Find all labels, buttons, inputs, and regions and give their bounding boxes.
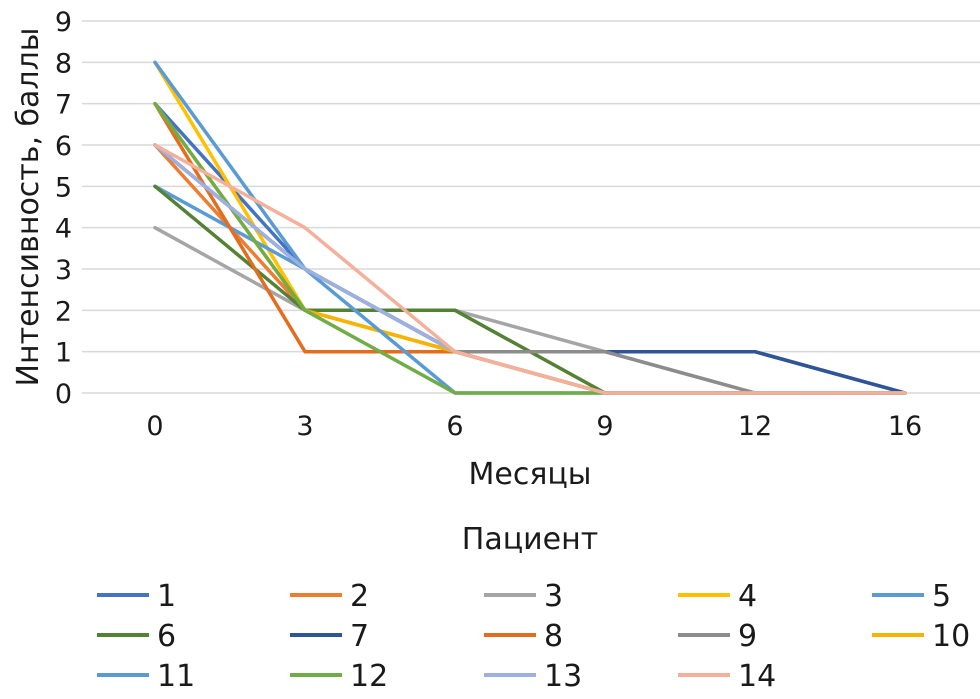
- legend-label: 11: [157, 659, 195, 694]
- y-tick-label: 3: [55, 255, 72, 286]
- legend-item-3: 3: [484, 579, 563, 614]
- legend-label: 4: [738, 579, 757, 614]
- y-tick-label: 0: [55, 379, 72, 410]
- x-tick-label: 16: [888, 411, 922, 442]
- legend-item-6: 6: [97, 619, 176, 654]
- legend-label: 2: [350, 579, 369, 614]
- legend-label: 6: [157, 619, 176, 654]
- legend-label: 14: [738, 659, 776, 694]
- x-tick-label: 9: [596, 411, 613, 442]
- legend-item-9: 9: [678, 619, 757, 654]
- legend-item-14: 14: [678, 659, 776, 694]
- legend-item-2: 2: [290, 579, 369, 614]
- legend-item-5: 5: [872, 579, 951, 614]
- legend-label: 8: [544, 619, 563, 654]
- y-tick-label: 8: [55, 48, 72, 79]
- x-axis-title: Месяцы: [469, 457, 592, 492]
- x-tick-label: 3: [296, 411, 313, 442]
- y-axis-title: Интенсивность, баллы: [11, 28, 46, 387]
- legend-label: 10: [932, 619, 970, 654]
- legend-label: 1: [157, 579, 176, 614]
- x-axis-ticks: 0 3 6 9 12 16: [146, 411, 922, 442]
- legend-title: Пациент: [462, 522, 598, 557]
- legend-label: 13: [544, 659, 582, 694]
- y-tick-label: 6: [55, 131, 72, 162]
- y-tick-label: 7: [55, 90, 72, 121]
- y-tick-label: 5: [55, 172, 72, 203]
- legend-label: 5: [932, 579, 951, 614]
- y-axis-ticks: 0 1 2 3 4 5 6 7 8 9: [55, 7, 72, 410]
- series-lines: [153, 60, 907, 395]
- x-tick-label: 0: [146, 411, 163, 442]
- legend-item-13: 13: [484, 659, 582, 694]
- legend-item-1: 1: [97, 579, 176, 614]
- legend-label: 3: [544, 579, 563, 614]
- x-tick-label: 6: [446, 411, 463, 442]
- legend-label: 12: [350, 659, 388, 694]
- x-tick-label: 12: [738, 411, 772, 442]
- series-line-14: [153, 143, 907, 395]
- legend-item-4: 4: [678, 579, 757, 614]
- y-tick-label: 1: [55, 338, 72, 369]
- y-tick-label: 4: [55, 214, 72, 245]
- y-tick-label: 2: [55, 296, 72, 327]
- legend-item-7: 7: [290, 619, 369, 654]
- legend-item-11: 11: [97, 659, 195, 694]
- legend-label: 9: [738, 619, 757, 654]
- legend-item-8: 8: [484, 619, 563, 654]
- legend-item-10: 10: [872, 619, 970, 654]
- legend-label: 7: [350, 619, 369, 654]
- y-tick-label: 9: [55, 7, 72, 38]
- legend-item-12: 12: [290, 659, 388, 694]
